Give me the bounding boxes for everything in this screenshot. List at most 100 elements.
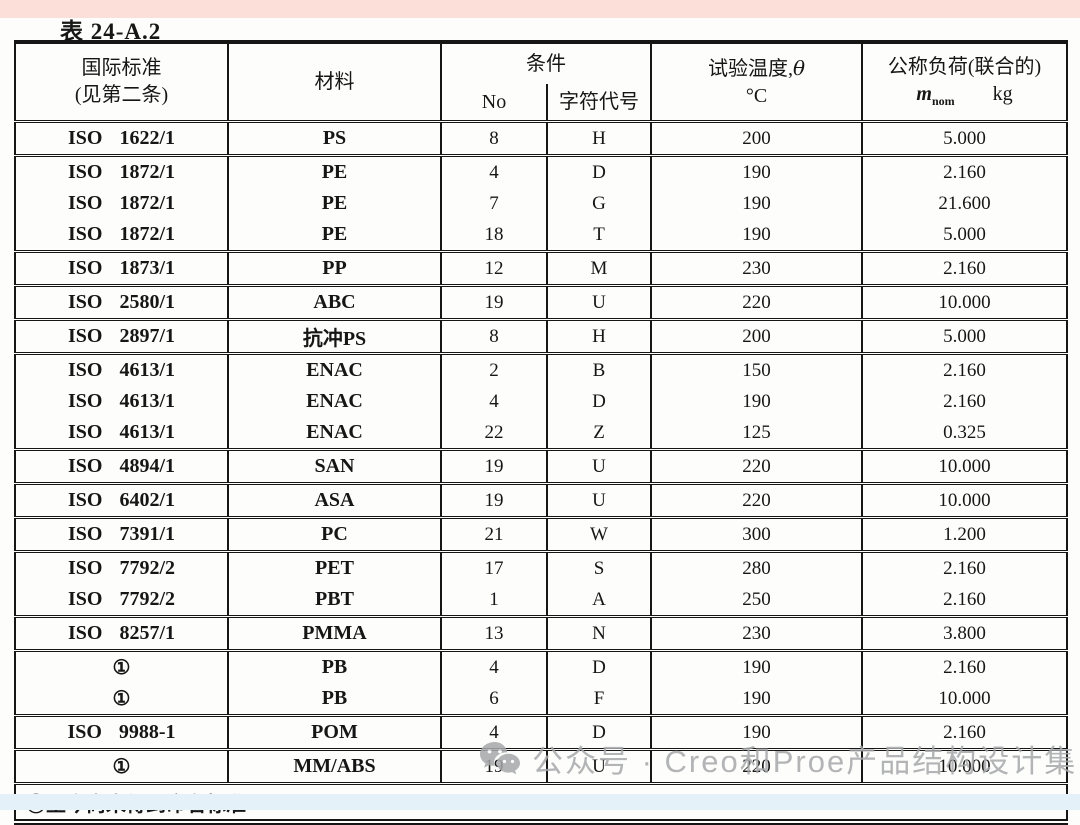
cell-code: T [546,219,652,252]
cell-temp: 150 [650,352,863,386]
cell-no: 22 [440,417,548,450]
cell-no: 4 [440,386,548,417]
cell-standard: ISO 4613/1 [14,352,229,386]
table-row: ISO 6402/1 ASA 19 U 220 10.000 [14,482,1068,518]
cell-no: 7 [440,188,548,219]
cell-code: Z [546,417,652,450]
cell-material: ENAC [227,417,442,450]
table-row: ① MM/ABS 19 U 220 10.000 [14,748,1068,784]
cell-material: PET [227,550,442,584]
cell-material: PE [227,154,442,188]
cell-temp: 300 [650,516,863,552]
cell-code: H [546,120,652,156]
m-symbol: m [916,83,932,106]
m-subscript: nom [931,94,955,109]
cell-standard: ISO 4613/1 [14,386,229,417]
cell-load: 1.200 [861,516,1068,552]
theta-symbol: θ [792,55,806,80]
cell-load: 5.000 [861,219,1068,252]
cell-load: 5.000 [861,120,1068,156]
cell-load: 2.160 [861,352,1068,386]
cell-temp: 125 [650,417,863,450]
top-strip [0,0,1080,18]
cell-standard: ① [14,649,229,683]
kg-unit: kg [992,83,1013,106]
cell-standard: ISO 8257/1 [14,615,229,651]
cell-material: 抗冲PS [227,318,442,354]
watermark-text: 公众号 · Creo和Proe产品结构设计集 [532,744,1078,779]
header-standard-line2: (见第二条) [74,84,169,106]
cell-load: 10.000 [861,748,1068,784]
cell-material: PBT [227,584,442,617]
cell-no: 1 [440,584,548,617]
cell-no: 13 [440,615,548,651]
cell-standard: ISO 4894/1 [14,448,229,484]
cell-no: 4 [440,714,548,750]
cell-standard: ① [14,748,229,784]
header-load-symbol-row: mnom kg [863,81,1066,109]
cell-code: U [546,448,652,484]
cell-material: PP [227,250,442,286]
cell-code: G [546,188,652,219]
cell-load: 2.160 [861,386,1068,417]
cell-no: 21 [440,516,548,552]
cell-temp: 230 [650,615,863,651]
cell-code: W [546,516,652,552]
cell-no: 18 [440,219,548,252]
cell-material: PB [227,649,442,683]
header-load-title: 公称负荷(联合的) [887,56,1042,79]
header-material: 材料 [227,42,442,122]
cell-temp: 220 [650,284,863,320]
table-row: ISO 1622/1 PS 8 H 200 5.000 [14,120,1068,156]
cell-material: ASA [227,482,442,518]
cell-load: 2.160 [861,154,1068,188]
table-row: ISO 8257/1 PMMA 13 N 230 3.800 [14,615,1068,651]
cell-code: D [546,154,652,188]
cell-standard: ISO 1872/1 [14,219,229,252]
cell-temp: 200 [650,318,863,354]
cell-no: 8 [440,318,548,354]
cell-material: PE [227,188,442,219]
header-no: No [440,84,548,122]
cell-temp: 220 [650,482,863,518]
cell-temp: 190 [650,188,863,219]
header-code: 字符代号 [546,84,652,122]
cell-standard: ISO 9988-1 [14,714,229,750]
header-standard-line1: 国际标准 [81,57,162,79]
table-row: ISO 1872/1 PE 7 G 190 21.600 [14,188,1068,219]
cell-standard: ISO 7792/2 [14,550,229,584]
cell-no: 12 [440,250,548,286]
cell-standard: ISO 7792/2 [14,584,229,617]
cell-no: 6 [440,683,548,716]
cell-no: 17 [440,550,548,584]
cell-load: 2.160 [861,649,1068,683]
cell-temp: 220 [650,748,863,784]
cell-code: H [546,318,652,354]
page-title: 表 24-A.2 [60,19,162,44]
header-temperature: 试验温度,θ °C [650,42,863,122]
table-row: ISO 2580/1 ABC 19 U 220 10.000 [14,284,1068,320]
table-row: ISO 7391/1 PC 21 W 300 1.200 [14,516,1068,552]
table-row: ISO 4894/1 SAN 19 U 220 10.000 [14,448,1068,484]
cell-load: 10.000 [861,448,1068,484]
header-temperature-label: 试验温度,θ [652,55,861,83]
cell-temp: 250 [650,584,863,617]
watermark: 公众号 · Creo和Proe产品结构设计集 [478,736,1077,781]
header-standard: 国际标准 (见第二条) [14,42,229,122]
cell-load: 2.160 [861,714,1068,750]
cell-no: 4 [440,649,548,683]
cell-code: N [546,615,652,651]
cell-material: PMMA [227,615,442,651]
cell-temp: 190 [650,154,863,188]
cell-load: 10.000 [861,683,1068,716]
header-temperature-unit: °C [745,84,768,107]
cell-load: 3.800 [861,615,1068,651]
cell-no: 4 [440,154,548,188]
cell-temp: 190 [650,683,863,716]
cell-code: B [546,352,652,386]
table-row: ISO 4613/1 ENAC 2 B 150 2.160 [14,352,1068,386]
cell-code: U [546,748,652,784]
cell-code: U [546,482,652,518]
cell-material: PB [227,683,442,716]
cell-load: 2.160 [861,250,1068,286]
